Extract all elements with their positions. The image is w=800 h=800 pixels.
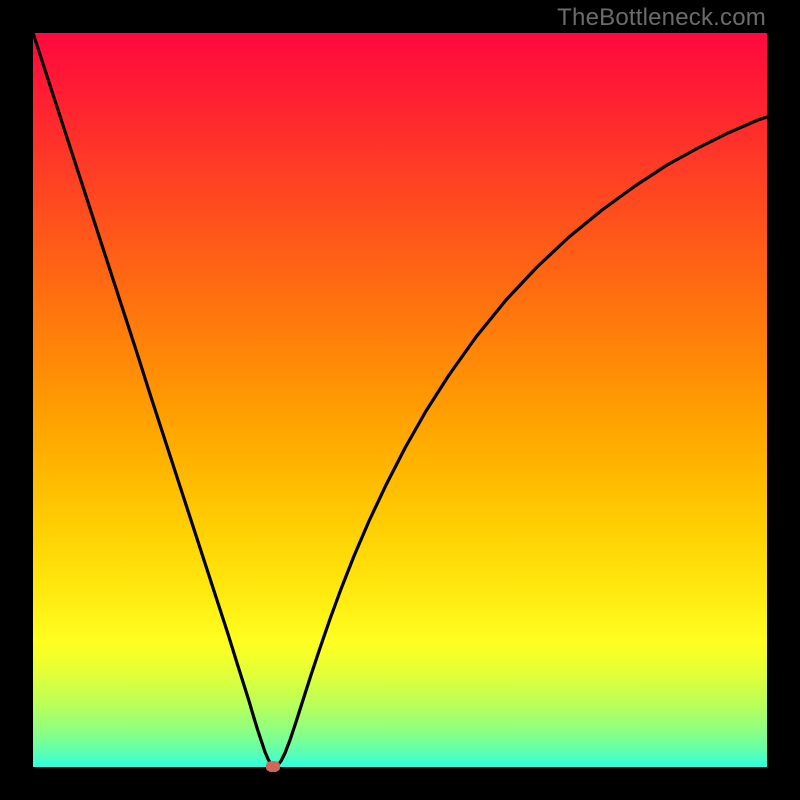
- curve-svg: [33, 33, 767, 767]
- plot-area: [33, 33, 767, 767]
- chart-stage: TheBottleneck.com: [0, 0, 800, 800]
- bottleneck-curve: [33, 33, 767, 767]
- minimum-marker: [266, 761, 280, 772]
- watermark-text: TheBottleneck.com: [557, 4, 766, 32]
